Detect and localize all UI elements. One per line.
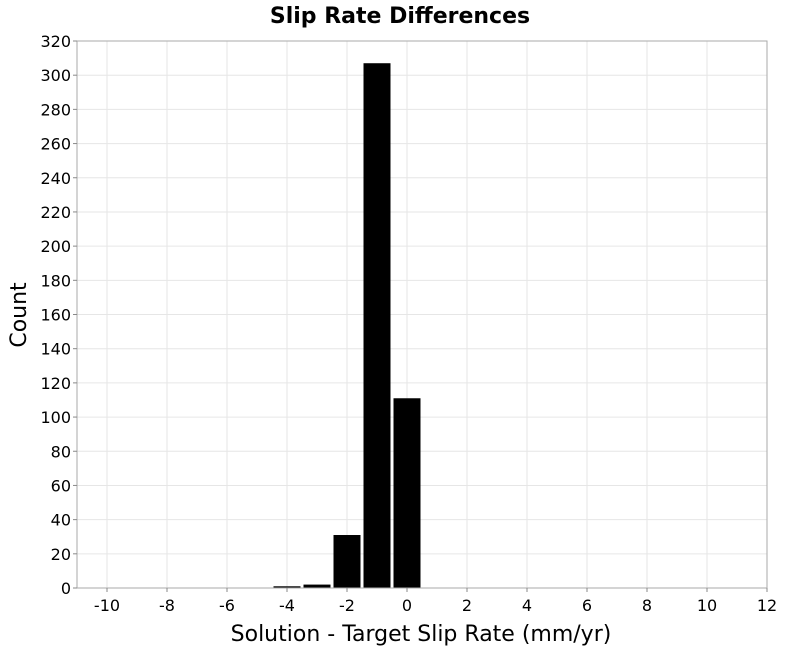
y-tick-label: 320 [40, 32, 71, 51]
x-tick-label: 2 [462, 596, 472, 615]
y-tick-label: 60 [51, 476, 71, 495]
x-tick-label: -6 [219, 596, 235, 615]
histogram-bar [393, 398, 421, 588]
x-axis: -10 -8 -6 -4 -2 0 2 4 6 8 10 12 [94, 588, 777, 615]
grid [77, 40, 768, 589]
x-tick-label: 10 [697, 596, 717, 615]
x-tick-label: 12 [757, 596, 777, 615]
y-tick-label: 300 [40, 66, 71, 85]
x-tick-label: -4 [279, 596, 295, 615]
y-tick-label: 120 [40, 374, 71, 393]
y-tick-label: 100 [40, 408, 71, 427]
y-tick-label: 280 [40, 100, 71, 119]
y-tick-label: 20 [51, 545, 71, 564]
y-tick-label: 80 [51, 442, 71, 461]
y-tick-label: 260 [40, 135, 71, 154]
x-tick-label: -10 [94, 596, 120, 615]
y-tick-label: 140 [40, 340, 71, 359]
histogram-bar [363, 63, 391, 589]
y-tick-label: 200 [40, 237, 71, 256]
x-tick-label: 4 [522, 596, 532, 615]
y-tick-label: 40 [51, 511, 71, 530]
x-tick-label: 8 [642, 596, 652, 615]
histogram-bar [333, 535, 361, 588]
y-tick-label: 180 [40, 271, 71, 290]
x-tick-label: 0 [402, 596, 412, 615]
chart-title: Slip Rate Differences [270, 4, 530, 29]
y-axis: 0 20 40 60 80 100 120 140 160 180 200 220 240 260 280 3… [40, 32, 77, 598]
y-tick-label: 240 [40, 169, 71, 188]
bars [273, 63, 421, 589]
y-tick-label: 0 [61, 579, 71, 598]
x-tick-label: -2 [339, 596, 355, 615]
histogram-bar [303, 584, 331, 588]
y-tick-label: 160 [40, 306, 71, 325]
x-tick-label: -8 [159, 596, 175, 615]
y-tick-label: 220 [40, 203, 71, 222]
x-tick-label: 6 [582, 596, 592, 615]
histogram-bar [273, 586, 301, 588]
x-axis-title: Solution - Target Slip Rate (mm/yr) [231, 622, 612, 647]
y-axis-title: Count [7, 282, 32, 348]
